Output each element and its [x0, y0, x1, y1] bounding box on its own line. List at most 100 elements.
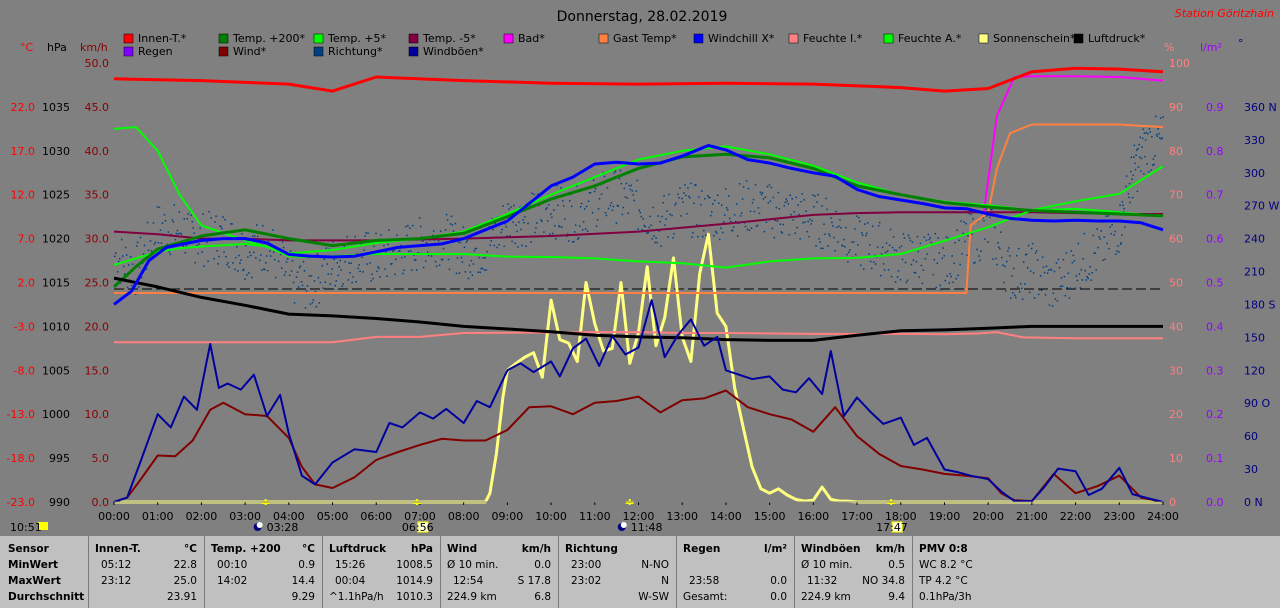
direction-point: [446, 219, 449, 221]
direction-point: [668, 193, 670, 196]
stats-block-header: Innen-T. °C: [89, 541, 205, 557]
direction-point: [293, 302, 296, 304]
stats-block: Innen-T. °C 05:12 22.8 23:12 25.0 23.91: [88, 536, 205, 608]
direction-point: [245, 244, 247, 247]
direction-point: [943, 255, 945, 257]
direction-point: [331, 268, 334, 270]
direction-point: [765, 221, 768, 224]
direction-point: [1102, 259, 1104, 262]
direction-point: [1116, 250, 1118, 252]
stats-cell-value: 0.9: [298, 559, 315, 571]
direction-point: [654, 241, 656, 244]
direction-point: [452, 230, 455, 232]
stats-block-row: TP 4.2 °C: [913, 573, 1033, 589]
direction-point: [805, 210, 807, 213]
stats-block-title: Innen-T.: [95, 543, 141, 555]
legend-label: Feuchte I.*: [803, 32, 863, 45]
direction-point: [1157, 127, 1159, 130]
direction-point: [422, 266, 425, 269]
stats-block-title: Temp. +200: [211, 543, 281, 555]
direction-point: [357, 267, 359, 270]
direction-point: [815, 245, 817, 247]
direction-point: [1027, 244, 1030, 247]
direction-point: [791, 198, 793, 200]
direction-point: [580, 202, 583, 205]
direction-point: [1071, 261, 1074, 264]
direction-point: [940, 288, 942, 291]
direction-point: [782, 223, 785, 226]
direction-point: [425, 242, 428, 244]
legend-label: Feuchte A.*: [898, 32, 962, 45]
legend-label: Temp. +200*: [232, 32, 306, 45]
direction-point: [744, 225, 747, 228]
direction-point: [844, 245, 846, 248]
direction-point: [798, 213, 800, 216]
legend-label: Gast Temp*: [613, 32, 677, 45]
direction-point: [1104, 258, 1106, 261]
direction-point: [772, 196, 775, 199]
direction-point: [581, 229, 584, 231]
direction-point: [274, 276, 277, 279]
direction-point: [1135, 154, 1137, 157]
direction-point: [629, 188, 632, 191]
stats-block: Wind km/h Ø 10 min. 0.0 12:54 S 17.8 224.9 km 6…: [440, 536, 559, 608]
direction-point: [154, 241, 157, 244]
chart-title: Donnerstag, 28.02.2019: [557, 9, 728, 25]
direction-point: [887, 269, 890, 271]
direction-point: [461, 261, 464, 263]
direction-point: [880, 252, 883, 255]
direction-point: [240, 259, 242, 261]
direction-point: [720, 204, 723, 206]
direction-point: [952, 281, 954, 284]
direction-point: [525, 245, 527, 247]
direction-point: [349, 271, 351, 274]
direction-point: [935, 286, 938, 289]
direction-point: [545, 208, 547, 210]
direction-point: [924, 257, 927, 260]
direction-point: [119, 282, 122, 284]
stats-cell-label: 23:00: [571, 559, 602, 571]
direction-point: [295, 276, 298, 278]
axis-tick-percent: 30: [1169, 364, 1183, 377]
direction-point: [1114, 230, 1116, 233]
direction-point: [707, 194, 709, 197]
direction-point: [239, 262, 241, 264]
stats-block-row: 12:54 S 17.8: [441, 573, 559, 589]
direction-point: [1035, 250, 1038, 252]
direction-point: [863, 268, 865, 270]
direction-point: [520, 228, 522, 231]
x-tick-label: 09:00: [492, 510, 524, 523]
direction-point: [583, 208, 586, 210]
direction-point: [721, 231, 724, 234]
direction-point: [990, 208, 992, 211]
direction-point: [937, 237, 940, 239]
direction-point: [735, 203, 738, 205]
direction-point: [678, 196, 680, 199]
legend-swatch: [123, 46, 134, 57]
direction-point: [347, 279, 349, 281]
direction-point: [387, 243, 389, 246]
direction-point: [942, 247, 944, 249]
direction-point: [726, 209, 729, 211]
direction-point: [649, 215, 651, 218]
x-tick-label: 14:00: [710, 510, 742, 523]
axis-tick-celsius: 17.0: [11, 145, 36, 158]
direction-point: [780, 231, 783, 233]
axis-tick-percent: 20: [1169, 408, 1183, 421]
direction-point: [377, 266, 379, 268]
stats-cell-value: 9.4: [888, 591, 905, 603]
direction-point: [930, 241, 933, 244]
plot-area: [112, 66, 1164, 504]
direction-point: [469, 271, 472, 273]
direction-point: [572, 240, 575, 243]
direction-point: [819, 241, 821, 243]
direction-point: [486, 250, 489, 253]
direction-point: [407, 224, 409, 227]
direction-point: [869, 260, 872, 263]
stats-cell-label: 0.1hPa/3h: [919, 591, 972, 603]
direction-point: [546, 207, 548, 209]
direction-point: [1058, 266, 1061, 269]
direction-point: [1029, 270, 1032, 273]
direction-point: [967, 235, 969, 237]
direction-point: [536, 222, 538, 224]
